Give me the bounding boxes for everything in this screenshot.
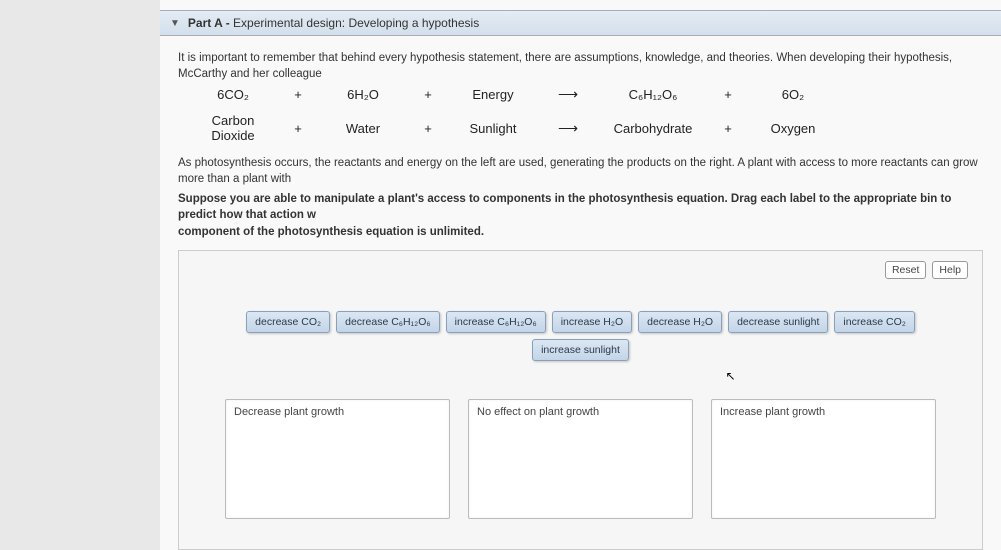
equation-row-words: Carbon Dioxide + Water + Sunlight ⟶ Carb… [160,111,1001,145]
arrow-icon: ⟶ [538,120,598,137]
eq-co2: 6CO₂ [188,87,278,102]
eq-sunlight: Sunlight [448,121,538,136]
eq-h2o: 6H₂O [318,87,408,102]
eq-o2: 6O₂ [748,87,838,102]
prompt-text-a: Suppose you are able to manipulate a pla… [160,191,1001,223]
bin-decrease-label: Decrease plant growth [234,406,344,418]
eq-plus: + [278,87,318,102]
eq-water: Water [318,121,408,136]
bin-increase-label: Increase plant growth [720,406,825,418]
labels-row-2: increase sunlight [193,339,968,361]
help-button[interactable]: Help [932,261,968,279]
part-dash: - [226,16,233,30]
bin-decrease[interactable]: Decrease plant growth [225,399,450,519]
activity-box: Reset Help decrease CO₂ decrease C₆H₁₂O₆… [178,250,983,550]
label-increase-glucose[interactable]: increase C₆H₁₂O₆ [446,311,546,333]
eq-cd-line2: Dioxide [188,128,278,143]
bin-noeffect-label: No effect on plant growth [477,406,599,418]
reset-button[interactable]: Reset [885,261,926,279]
label-increase-sunlight[interactable]: increase sunlight [532,339,629,361]
part-subtitle: Experimental design: Developing a hypoth… [233,16,479,30]
bin-increase[interactable]: Increase plant growth [711,399,936,519]
mid-text: As photosynthesis occurs, the reactants … [160,155,1001,187]
labels-row-1: decrease CO₂ decrease C₆H₁₂O₆ increase C… [193,311,968,333]
eq-plus: + [708,87,748,102]
eq-glucose: C₆H₁₂O₆ [598,87,708,102]
eq-plus: + [408,121,448,136]
eq-cd-line1: Carbon [188,113,278,128]
arrow-icon: ⟶ [538,86,598,103]
eq-plus: + [708,121,748,136]
cursor-icon: ↖ [493,369,968,383]
label-decrease-sunlight[interactable]: decrease sunlight [728,311,828,333]
eq-energy: Energy [448,87,538,102]
part-label: Part A [188,16,222,30]
label-decrease-co2[interactable]: decrease CO₂ [246,311,330,333]
eq-carbohydrate: Carbohydrate [598,121,708,136]
label-increase-co2[interactable]: increase CO₂ [834,311,914,333]
bin-noeffect[interactable]: No effect on plant growth [468,399,693,519]
prompt-text-b: component of the photosynthesis equation… [160,224,1001,240]
part-header[interactable]: ▼ Part A - Experimental design: Developi… [160,10,1001,36]
label-decrease-glucose[interactable]: decrease C₆H₁₂O₆ [336,311,440,333]
content-panel: ▼ Part A - Experimental design: Developi… [160,0,1001,550]
page-outer: ▼ Part A - Experimental design: Developi… [0,0,1001,550]
eq-oxygen: Oxygen [748,121,838,136]
collapse-caret-icon[interactable]: ▼ [170,18,180,29]
label-decrease-h2o[interactable]: decrease H₂O [638,311,722,333]
equation-row-formula: 6CO₂ + 6H₂O + Energy ⟶ C₆H₁₂O₆ + 6O₂ [160,84,1001,105]
eq-plus: + [278,121,318,136]
label-increase-h2o[interactable]: increase H₂O [552,311,632,333]
eq-carbon-dioxide: Carbon Dioxide [188,113,278,143]
intro-text: It is important to remember that behind … [160,50,1001,82]
top-buttons: Reset Help [885,261,968,279]
labels-area: decrease CO₂ decrease C₆H₁₂O₆ increase C… [193,311,968,383]
bins-row: Decrease plant growth No effect on plant… [193,399,968,519]
eq-plus: + [408,87,448,102]
